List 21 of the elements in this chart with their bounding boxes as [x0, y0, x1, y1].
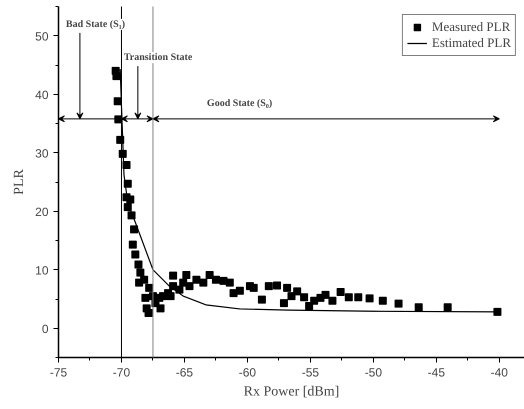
x-tick-label: -65: [176, 366, 194, 380]
x-tick-label: -70: [112, 366, 130, 380]
y-tick-label: 20: [35, 204, 49, 219]
x-tick-label: -75: [50, 366, 68, 380]
y-axis-title: PLR: [12, 168, 28, 195]
y-tick-label: 40: [35, 88, 49, 102]
legend-label: Estimated PLR: [432, 35, 511, 51]
y-tick-label: 50: [35, 29, 49, 44]
x-tick-label: -50: [364, 366, 382, 380]
x-tick-label: -55: [302, 366, 320, 380]
x-tick-label: -60: [238, 366, 256, 380]
annotation: Transition State: [124, 52, 193, 64]
x-tick-label: -45: [428, 366, 446, 380]
y-tick-label: 30: [35, 146, 49, 160]
x-axis-title: Rx Power [dBm]: [244, 384, 340, 400]
annotation: Good State (S₀): [206, 98, 272, 109]
y-tick-label: 10: [35, 263, 49, 278]
x-tick-label: -40: [490, 366, 508, 380]
annotation: Bad State (S₁): [66, 18, 126, 30]
y-tick-label: 0: [42, 322, 49, 336]
legend-label: Measured PLR: [432, 19, 510, 35]
